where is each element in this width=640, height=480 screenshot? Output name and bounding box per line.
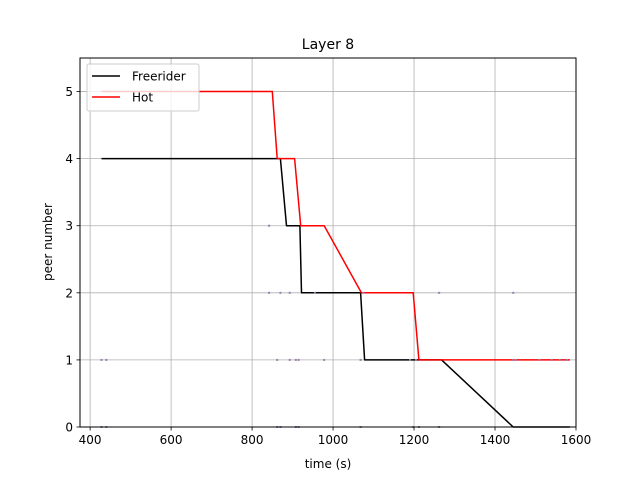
legend: Freerider Hot (86, 63, 200, 112)
scatter-marker (268, 224, 271, 227)
scatter-marker (288, 358, 291, 361)
x-tick-label: 1600 (561, 433, 592, 447)
scatter-marker (566, 358, 569, 361)
legend-label-hot: Hot (132, 91, 153, 105)
scatter-marker (438, 291, 441, 294)
scatter-marker (558, 358, 561, 361)
x-axis-label: time (s) (305, 457, 352, 471)
y-tick-label: 3 (65, 219, 73, 233)
scatter-marker (279, 291, 282, 294)
series-line-hot (101, 90, 570, 361)
scatter-marker (538, 358, 541, 361)
x-tick-label: 800 (241, 433, 264, 447)
y-tick-label: 0 (65, 421, 73, 435)
scatter-marker (288, 291, 291, 294)
scatter-marker (362, 291, 365, 294)
x-tick-label: 1200 (399, 433, 430, 447)
scatter-marker (105, 358, 108, 361)
scatter-marker (415, 358, 418, 361)
x-tick-label: 1000 (318, 433, 349, 447)
y-tick-label: 5 (65, 85, 73, 99)
x-tick-label: 400 (79, 433, 102, 447)
x-tick-label: 1400 (480, 433, 511, 447)
legend-label-freerider: Freerider (132, 70, 186, 84)
scatter-marker (297, 358, 300, 361)
scatter-marker (268, 291, 271, 294)
scatter-marker (515, 358, 518, 361)
scatter-marker (359, 358, 362, 361)
y-tick-label: 1 (65, 353, 73, 367)
scatter-marker (313, 291, 316, 294)
scatter-marker (294, 358, 297, 361)
plot-frame (79, 57, 577, 428)
series-line-freerider (101, 157, 570, 428)
y-tick-label: 4 (65, 152, 73, 166)
chart-title: Layer 8 (302, 37, 354, 53)
scatter-marker (276, 358, 279, 361)
y-axis-label: peer number (41, 203, 55, 281)
x-tick-label: 600 (160, 433, 183, 447)
scatter-marker (100, 358, 103, 361)
scatter-marker (512, 291, 515, 294)
scatter-marker (323, 358, 326, 361)
scatter-marker (512, 358, 515, 361)
series-lines (101, 90, 570, 428)
scatter-marker (550, 358, 553, 361)
axis-ticks: 400 600 800 1000 1200 1400 1600 0 1 2 3 4 5 (65, 85, 591, 447)
scatter-marker (408, 358, 411, 361)
y-tick-label: 2 (65, 286, 73, 300)
